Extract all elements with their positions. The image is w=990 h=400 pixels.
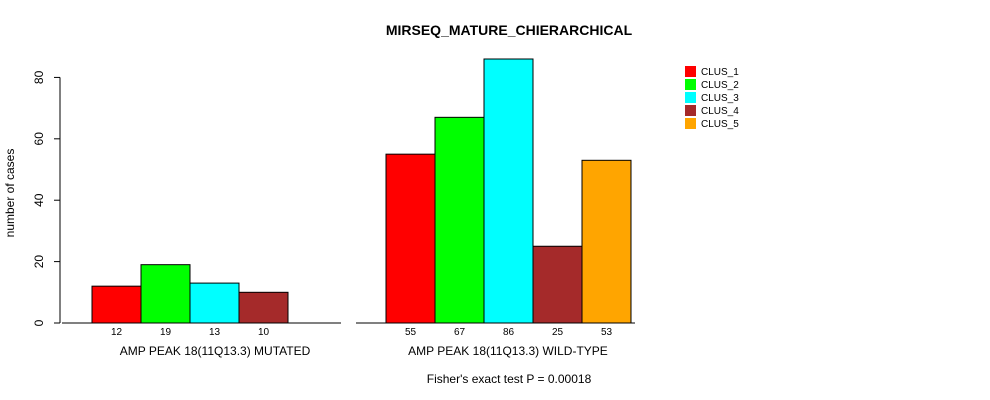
bar-count-label: 10 bbox=[258, 327, 270, 338]
y-tick-label: 0 bbox=[32, 319, 46, 326]
legend-entry: CLUS_5 bbox=[701, 119, 739, 130]
legend-swatch bbox=[685, 105, 696, 116]
bar-count-label: 19 bbox=[160, 327, 172, 338]
y-tick-label: 60 bbox=[32, 132, 46, 146]
legend-entry: CLUS_1 bbox=[701, 67, 739, 78]
legend-swatch bbox=[685, 92, 696, 103]
bar-count-label: 12 bbox=[111, 327, 123, 338]
chart-title: MIRSEQ_MATURE_CHIERARCHICAL bbox=[386, 22, 633, 38]
bar-clus_2 bbox=[140, 264, 191, 324]
bar-clus_1 bbox=[385, 153, 436, 324]
bar-count-label: 55 bbox=[405, 327, 417, 338]
bar-count-label: 13 bbox=[209, 327, 221, 338]
bar-clus_3 bbox=[189, 282, 240, 324]
legend-entry: CLUS_4 bbox=[701, 106, 739, 117]
bar-clus_1 bbox=[91, 285, 142, 324]
bar-clus_4 bbox=[238, 291, 289, 324]
bar-clus_2 bbox=[434, 116, 485, 324]
y-tick-label: 40 bbox=[32, 193, 46, 207]
group-label: AMP PEAK 18(11Q13.3) WILD-TYPE bbox=[408, 344, 608, 358]
legend-swatch bbox=[685, 66, 696, 77]
panel-wild-type: 55 67 86 25 53 AMP PEAK 18(11Q13.3) WILD-TYPE bbox=[356, 58, 635, 358]
legend-entry: CLUS_3 bbox=[701, 93, 739, 104]
bar-clus_3 bbox=[483, 58, 534, 324]
bar-clus_4 bbox=[532, 245, 583, 324]
y-axis-label: number of cases bbox=[3, 149, 17, 238]
legend-swatch bbox=[685, 79, 696, 90]
y-tick-label: 80 bbox=[32, 70, 46, 84]
fisher-test-footer: Fisher's exact test P = 0.00018 bbox=[427, 372, 592, 386]
panel-mutated: 12 19 13 10 AMP PEAK 18(11Q13.3) MUTATED bbox=[62, 264, 341, 358]
bar-count-label: 25 bbox=[552, 327, 564, 338]
y-tick-label: 20 bbox=[32, 255, 46, 269]
group-label: AMP PEAK 18(11Q13.3) MUTATED bbox=[120, 344, 311, 358]
bar-count-label: 67 bbox=[454, 327, 466, 338]
legend: CLUS_1 CLUS_2 CLUS_3 CLUS_4 CLUS_5 bbox=[685, 66, 739, 130]
bar-count-label: 53 bbox=[601, 327, 613, 338]
legend-entry: CLUS_2 bbox=[701, 80, 739, 91]
bar-count-label: 86 bbox=[503, 327, 515, 338]
y-axis: 0 20 40 60 80 bbox=[32, 70, 61, 326]
legend-swatch bbox=[685, 118, 696, 129]
bar-clus_5 bbox=[581, 159, 632, 324]
